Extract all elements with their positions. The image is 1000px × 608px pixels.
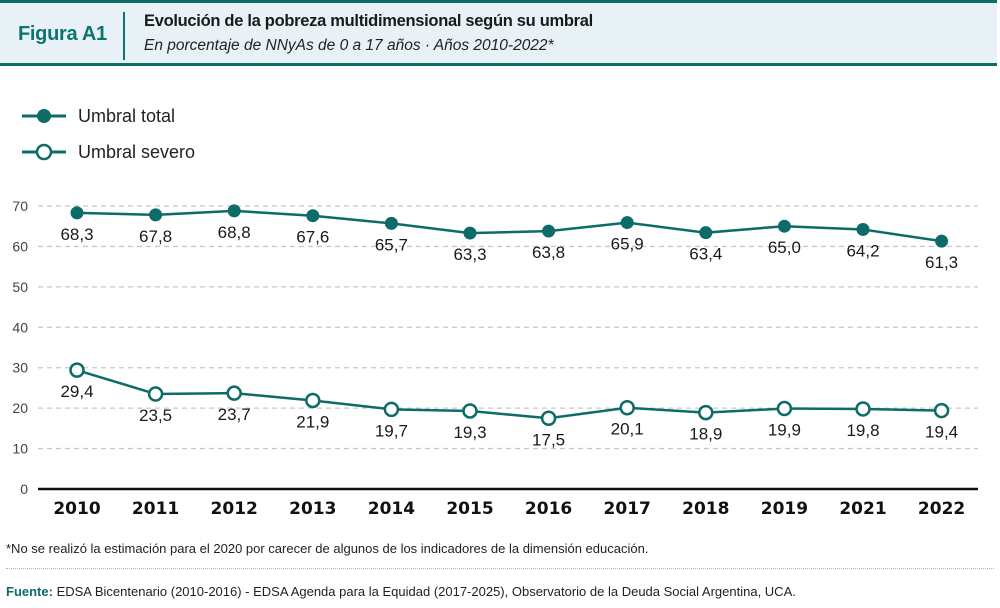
data-point [227,204,241,218]
series-line-severo [76,368,942,420]
data-point [619,399,635,416]
source-line: Fuente: EDSA Bicentenario (2010-2016) - … [6,584,796,599]
hollow-circle-marker-icon [22,143,66,161]
source-label: Fuente: [6,584,53,599]
x-tick-label: 2012 [211,499,258,519]
y-tick-label: 50 [12,279,28,295]
data-point [149,208,163,222]
data-point [305,392,321,409]
data-point [306,209,320,223]
y-tick-label: 30 [12,360,28,376]
data-label: 63,8 [532,243,565,262]
data-label: 65,9 [611,235,644,254]
x-tick-label: 2010 [53,499,100,519]
data-label: 17,5 [532,430,565,449]
data-label: 65,7 [375,235,408,254]
data-label: 19,4 [925,423,958,442]
legend-label: Umbral total [78,105,176,126]
x-tick-label: 2017 [604,499,651,519]
data-point [776,400,793,417]
data-label: 65,0 [768,238,801,257]
legend-item-total: Umbral total [20,98,195,134]
data-point [462,403,478,419]
data-label: 18,9 [689,425,722,444]
data-label: 20,1 [611,420,644,439]
x-tick-label: 2013 [289,499,336,519]
data-label: 19,7 [375,421,408,440]
figure-header: Figura A1 Evolución de la pobreza multid… [0,0,997,66]
header-divider [123,12,125,60]
data-point [70,206,84,220]
figure-label: Figura A1 [18,23,107,45]
data-point [856,222,870,236]
chart-subtitle: En porcentaje de NNyAs de 0 a 17 años · … [144,37,554,54]
y-tick-label: 40 [12,319,28,335]
data-label: 19,8 [846,421,879,440]
line-chart: 0 10 20 30 40 50 60 70 2010 2011 2012 2013 2014 2015 2… [12,198,978,519]
source-text: EDSA Bicentenario (2010-2016) - EDSA Age… [52,584,796,599]
footnote: *No se realizó la estimación para el 202… [6,541,649,556]
data-point [147,386,164,402]
data-label: 23,7 [218,405,251,424]
data-point [620,216,634,230]
y-tick-label: 0 [20,481,28,497]
data-label: 19,9 [768,421,801,440]
x-tick-label: 2019 [761,499,808,519]
x-tick-label: 2022 [918,499,965,519]
legend-item-severo: Umbral severo [20,134,195,170]
y-tick-label: 70 [12,198,28,214]
data-point [698,404,714,421]
footer-separator [6,568,994,569]
legend: Umbral total Umbral severo [20,98,195,170]
data-point [777,219,791,233]
data-label: 64,2 [846,241,879,260]
data-label: 21,9 [296,412,329,431]
data-label: 67,6 [296,228,329,247]
x-tick-label: 2018 [682,499,729,519]
x-tick-label: 2011 [132,499,179,519]
y-tick-label: 60 [12,238,28,254]
data-point [69,362,85,378]
data-label: 63,4 [689,245,722,264]
data-label: 67,8 [139,227,172,246]
data-label: 29,4 [60,382,93,401]
x-tick-label: 2021 [839,499,886,519]
x-tick-label: 2014 [368,499,415,519]
y-tick-label: 10 [12,441,28,457]
data-point [855,401,871,417]
x-tick-label: 2016 [525,499,572,519]
legend-label: Umbral severo [78,141,196,162]
data-point [384,216,398,230]
data-point [935,234,949,248]
filled-circle-marker-icon [22,109,66,123]
data-label: 23,5 [139,406,172,425]
data-point [933,402,950,419]
data-label: 68,8 [218,223,251,242]
data-point [463,226,477,240]
data-label: 68,3 [60,225,93,244]
chart-title: Evolución de la pobreza multidimensional… [144,12,593,30]
data-label: 19,3 [453,423,486,442]
data-point [699,226,713,240]
y-tick-label: 20 [12,400,28,416]
data-point [226,385,242,401]
data-label: 61,3 [925,253,958,272]
data-label: 63,3 [453,245,486,264]
series-line-total [76,209,942,243]
data-point [540,410,557,426]
x-tick-label: 2015 [446,499,493,519]
data-point [542,224,556,238]
data-point [383,401,400,418]
